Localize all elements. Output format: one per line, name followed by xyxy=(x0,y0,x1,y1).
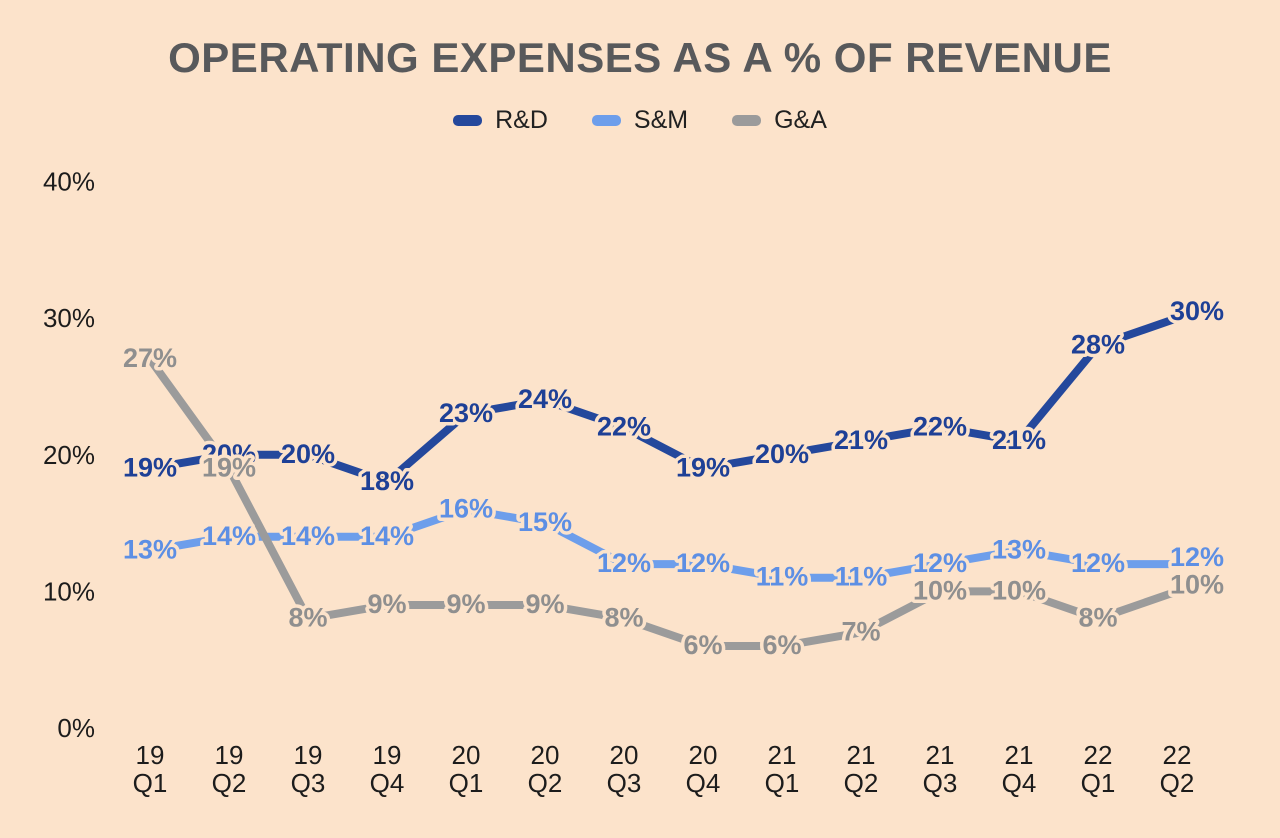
data-label-sm: 14% xyxy=(360,521,414,551)
data-label-rd: 24% xyxy=(518,384,572,414)
data-label-ga: 19% xyxy=(202,452,256,482)
data-label-sm: 14% xyxy=(281,521,335,551)
legend-item-sm: S&M xyxy=(591,106,689,135)
chart-title: OPERATING EXPENSES AS A % OF REVENUE xyxy=(168,34,1112,81)
x-axis-tick: 21 Q3 xyxy=(923,740,958,798)
data-label-rd: 21% xyxy=(834,425,888,455)
data-label-sm: 16% xyxy=(439,493,493,523)
data-label-ga: 9% xyxy=(367,589,406,619)
data-label-ga: 8% xyxy=(288,603,327,633)
data-label-rd: 22% xyxy=(913,411,967,441)
data-label-sm: 11% xyxy=(756,562,809,592)
data-label-rd: 20% xyxy=(281,439,335,469)
data-label-sm: 14% xyxy=(202,521,256,551)
x-axis-tick: 21 Q1 xyxy=(765,740,800,798)
legend-item-rd: R&D xyxy=(453,106,548,135)
x-axis-tick: 20 Q1 xyxy=(449,740,484,798)
series-line-ga xyxy=(146,355,1181,651)
data-label-rd: 19% xyxy=(676,452,730,482)
x-axis-tick: 19 Q3 xyxy=(291,740,326,798)
data-label-rd: 20% xyxy=(755,439,809,469)
legend-swatch xyxy=(591,115,621,126)
data-label-rd: 21% xyxy=(992,425,1046,455)
x-axis-tick: 19 Q4 xyxy=(370,740,405,798)
data-label-ga: 9% xyxy=(525,589,564,619)
x-axis-tick: 20 Q3 xyxy=(607,740,642,798)
x-axis-tick: 20 Q2 xyxy=(528,740,563,798)
data-label-sm: 13% xyxy=(992,534,1046,564)
x-axis-tick: 20 Q4 xyxy=(686,740,721,798)
legend-label: S&M xyxy=(633,106,689,134)
data-label-ga: 10% xyxy=(1170,569,1224,599)
y-axis-tick: 40% xyxy=(43,167,95,197)
data-label-ga: 8% xyxy=(1078,603,1117,633)
legend-swatch xyxy=(453,115,483,126)
x-axis-tick: 21 Q4 xyxy=(1002,740,1037,798)
data-label-ga: 6% xyxy=(683,630,722,660)
data-label-ga: 27% xyxy=(123,343,177,373)
data-label-rd: 23% xyxy=(439,398,493,428)
data-label-rd: 18% xyxy=(360,466,414,496)
data-label-ga: 9% xyxy=(446,589,485,619)
data-label-ga: 7% xyxy=(841,616,880,646)
y-axis-tick: 30% xyxy=(43,303,95,333)
y-axis-tick: 10% xyxy=(43,576,95,606)
series-line-sm xyxy=(146,505,1181,582)
data-label-sm: 15% xyxy=(518,507,572,537)
data-label-sm: 12% xyxy=(913,548,967,578)
data-label-rd: 22% xyxy=(597,411,651,441)
x-axis-tick: 22 Q1 xyxy=(1081,740,1116,798)
data-label-ga: 10% xyxy=(992,575,1046,605)
legend-item-ga: G&A xyxy=(732,106,827,135)
y-axis-tick: 20% xyxy=(43,440,95,470)
data-label-sm: 11% xyxy=(835,562,888,592)
data-label-ga: 6% xyxy=(762,630,801,660)
data-label-rd: 30% xyxy=(1170,296,1224,326)
data-label-sm: 12% xyxy=(597,548,651,578)
data-label-rd: 20% xyxy=(202,439,256,469)
data-label-ga: 8% xyxy=(604,603,643,633)
data-label-rd: 19% xyxy=(123,452,177,482)
x-axis-tick: 19 Q2 xyxy=(212,740,247,798)
chart-legend: R&D S&M G&A xyxy=(0,106,1280,135)
legend-swatch xyxy=(732,115,762,126)
data-label-rd: 28% xyxy=(1071,330,1125,360)
y-axis-tick: 0% xyxy=(57,713,95,743)
x-axis-tick: 21 Q2 xyxy=(844,740,879,798)
data-label-sm: 12% xyxy=(676,548,730,578)
legend-label: G&A xyxy=(774,106,827,134)
data-label-ga: 10% xyxy=(913,575,967,605)
x-axis-tick: 22 Q2 xyxy=(1160,740,1195,798)
x-axis-tick: 19 Q1 xyxy=(133,740,168,798)
series-line-rd xyxy=(146,314,1181,487)
data-label-sm: 12% xyxy=(1170,542,1224,572)
data-label-sm: 13% xyxy=(123,534,177,564)
legend-label: R&D xyxy=(495,106,548,134)
data-label-sm: 12% xyxy=(1071,548,1125,578)
